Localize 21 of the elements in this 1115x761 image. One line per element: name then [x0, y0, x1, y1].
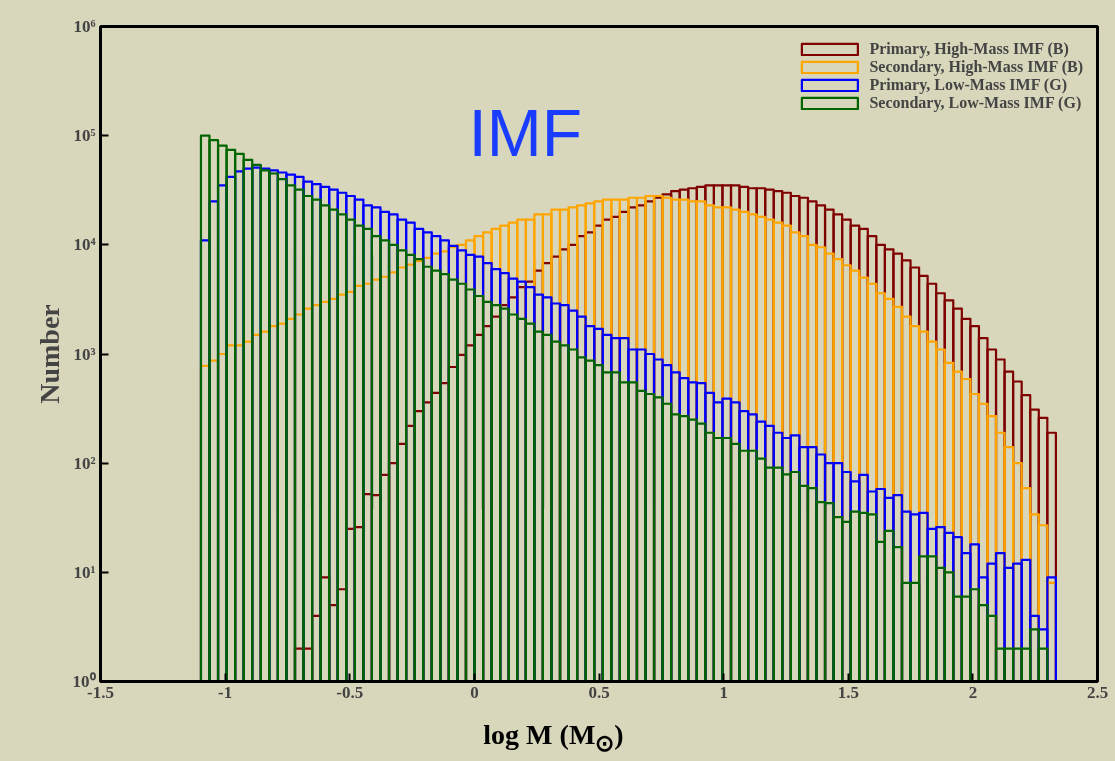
y-tick-label: 10¹	[73, 562, 96, 582]
x-tick-label: 0.5	[588, 682, 610, 702]
x-tick-label: -0.5	[336, 682, 364, 702]
legend-label: Primary, High-Mass IMF (B)	[869, 40, 1069, 58]
y-tick-label: 10²	[73, 453, 96, 473]
y-axis-title: Number	[33, 304, 65, 404]
x-axis-title: log M (M$_{⊙}$)	[482, 719, 625, 758]
x-tick-label: 2	[968, 682, 978, 702]
x-tick-label: 0	[470, 682, 479, 702]
x-tick-label: 1	[719, 682, 728, 702]
y-tick-label: 10⁴	[73, 235, 96, 255]
legend-label: Secondary, Low-Mass IMF (G)	[869, 94, 1082, 112]
y-tick-label: 10⁵	[73, 126, 96, 146]
y-tick-label: 10³	[73, 344, 96, 364]
legend-label: Primary, Low-Mass IMF (G)	[869, 76, 1067, 94]
x-tick-label: 2.5	[1086, 682, 1109, 702]
text: IMF	[468, 95, 583, 170]
x-tick-label: 1.5	[837, 682, 859, 702]
legend-label: Secondary, High-Mass IMF (B)	[869, 58, 1083, 76]
y-tick-label: 10⁶	[73, 17, 96, 36]
x-tick-label: -1	[218, 682, 233, 702]
